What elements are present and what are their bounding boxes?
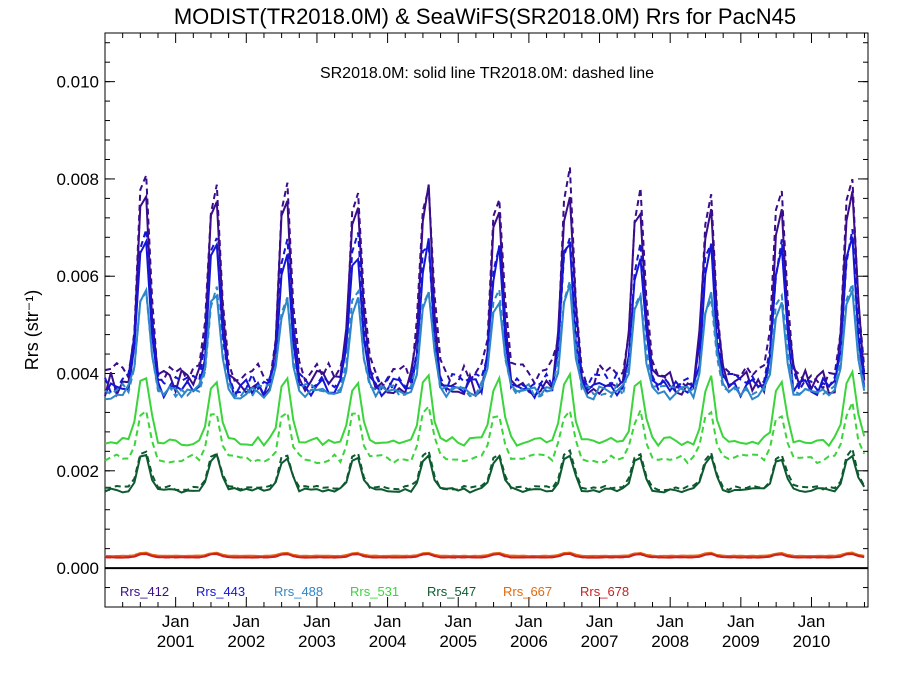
x-tick-label-year: 2006 [510, 632, 548, 651]
x-tick-label-year: 2010 [793, 632, 831, 651]
x-tick-label-month: Jan [445, 612, 472, 631]
legend-item-rrs-678: Rrs_678 [580, 584, 629, 599]
y-tick-label: 0.004 [56, 365, 99, 384]
x-tick-label-month: Jan [374, 612, 401, 631]
x-tick-label-month: Jan [656, 612, 683, 631]
x-tick-label-year: 2008 [651, 632, 689, 651]
series-line-rrs-678-dashed [104, 552, 865, 559]
x-tick-label-year: 2003 [298, 632, 336, 651]
series-line-rrs-488-dashed [104, 280, 866, 399]
series-line-rrs-531-dashed [104, 398, 866, 465]
x-tick-label-year: 2002 [227, 632, 265, 651]
x-tick-label-year: 2007 [581, 632, 619, 651]
plot-frame [104, 32, 869, 608]
x-tick-label-month: Jan [727, 612, 754, 631]
y-tick-label: 0.008 [56, 170, 99, 189]
series-line-rrs-488-solid [104, 284, 866, 401]
legend-item-rrs-443: Rrs_443 [196, 584, 245, 599]
x-tick-label-month: Jan [515, 612, 542, 631]
series-line-rrs-547-solid [104, 452, 866, 494]
series-line-rrs-547-dashed [105, 446, 866, 492]
x-tick-label-year: 2005 [439, 632, 477, 651]
y-axis: 0.000 0.002 0.004 0.006 0.008 0.010 [56, 42, 868, 608]
x-tick-label-month: Jan [586, 612, 613, 631]
plot-border [104, 32, 869, 608]
legend-item-rrs-412: Rrs_412 [120, 584, 169, 599]
line-style-annotation: SR2018.0M: solid line TR2018.0M: dashed … [320, 65, 654, 82]
y-axis-label: Rrs (str⁻¹) [22, 290, 42, 370]
y-tick-label: 0.006 [56, 267, 99, 286]
x-axis: Jan2001Jan2002Jan2003Jan2004Jan2005Jan20… [122, 33, 865, 651]
y-tick-label: 0.002 [56, 462, 99, 481]
x-tick-label-year: 2004 [369, 632, 407, 651]
series-line-rrs-667-dashed [104, 551, 865, 558]
chart-title: MODIST(TR2018.0M) & SeaWiFS(SR2018.0M) R… [174, 4, 796, 29]
x-tick-label-month: Jan [233, 612, 260, 631]
x-tick-label-year: 2009 [722, 632, 760, 651]
legend-item-rrs-531: Rrs_531 [350, 584, 399, 599]
y-tick-label: 0.000 [56, 559, 99, 578]
y-tick-label: 0.010 [56, 73, 99, 92]
series-group [104, 167, 866, 559]
x-tick-label-year: 2001 [157, 632, 195, 651]
x-tick-label-month: Jan [303, 612, 330, 631]
legend-item-rrs-547: Rrs_547 [427, 584, 476, 599]
series-line-rrs-443-dashed [104, 229, 866, 395]
legend: Rrs_412 Rrs_443 Rrs_488 Rrs_531 Rrs_547 Rrs_6… [120, 584, 629, 599]
x-tick-label-month: Jan [798, 612, 825, 631]
series-line-rrs-531-solid [104, 368, 866, 448]
legend-item-rrs-667: Rrs_667 [503, 584, 552, 599]
x-tick-label-month: Jan [162, 612, 189, 631]
legend-item-rrs-488: Rrs_488 [274, 584, 323, 599]
